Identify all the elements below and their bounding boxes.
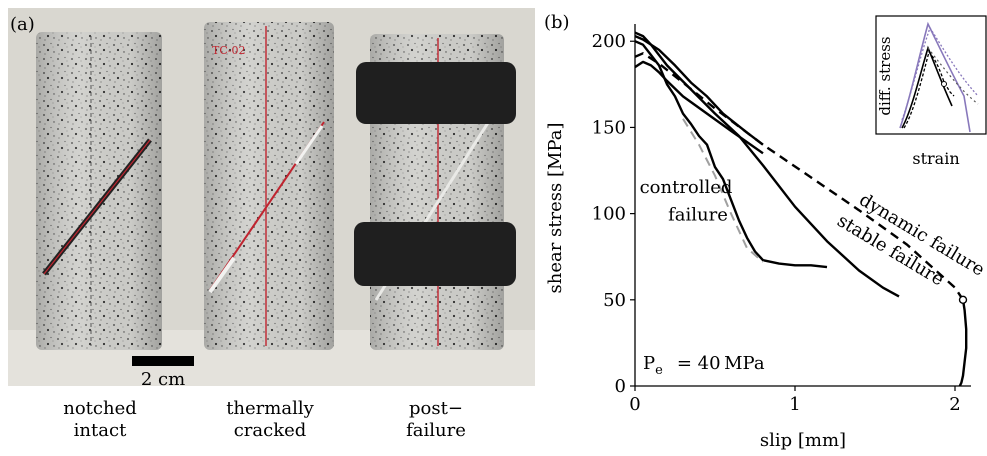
inset-marker [941,81,947,87]
caption-sample-1-line1: notched [63,398,137,419]
series-line-curve-1 [958,299,968,387]
annotation-failure: failure [668,205,728,226]
x-axis-label: slip [mm] [760,430,846,451]
tape-band-lower [354,222,516,286]
y-tick-label: 150 [592,117,626,138]
photo-panel-label: (a) [10,14,35,35]
tape-band-upper [356,62,516,124]
y-axis-label: shear stress [MPa] [545,123,566,294]
cylinder-thermally-cracked: TC-02 [204,22,334,350]
caption-sample-1-line2: intact [74,420,127,441]
caption-sample-3-line2: failure [406,420,466,441]
y-tick-label: 0 [615,376,626,397]
y-tick-label: 200 [592,31,626,52]
inset-y-label: diff. stress [876,36,894,115]
chart-axes: 0 1 2 0 50 100 150 200 [592,24,971,415]
series-line-stable-failure [634,31,900,298]
cylinder-post-failure [354,34,516,350]
y-tick-label: 50 [603,290,626,311]
svg-text:TC-02: TC-02 [212,44,245,57]
annotation-confining-pressure: Pe = 40 MPa [643,353,765,378]
inset-curve-4 [927,47,979,105]
caption-sample-2-line2: cracked [234,420,307,441]
caption-sample-2-line1: thermally [226,398,314,419]
series-line-curve-3 [634,34,764,146]
y-tick-label: 100 [592,204,626,225]
chart-series [634,31,968,387]
series-line-controlled-failure [634,40,828,269]
chart-panel-label: (b) [544,12,570,33]
scale-bar [132,356,194,366]
chart-panel: (b) 0 1 2 0 50 100 150 200 controlled failure dyn… [540,0,987,452]
series-line-curve-4 [634,60,764,155]
x-tick-label: 2 [949,394,960,415]
annotation-controlled: controlled [640,177,733,198]
photo-panel: TC-02 (a) 2 cm notched intact thermally … [8,8,535,441]
scale-bar-label: 2 cm [141,369,185,390]
cylinder-notched-intact [36,32,162,350]
inset-x-label: strain [912,149,959,168]
inset-curve-3 [901,26,979,121]
inset-curve-1 [903,50,955,129]
sample-photo: TC-02 (a) 2 cm notched intact thermally … [8,8,535,441]
x-tick-label: 1 [789,394,800,415]
dynamic-failure-end-marker [958,295,968,305]
caption-sample-3-line1: post− [409,398,463,419]
inset-curve-2 [899,21,971,133]
x-tick-label: 0 [629,394,640,415]
inset-plot: diff. stress strain [875,15,987,168]
